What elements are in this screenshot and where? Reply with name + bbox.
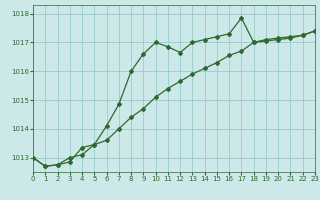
Text: Graphe pression niveau de la mer (hPa): Graphe pression niveau de la mer (hPa)	[58, 188, 262, 197]
